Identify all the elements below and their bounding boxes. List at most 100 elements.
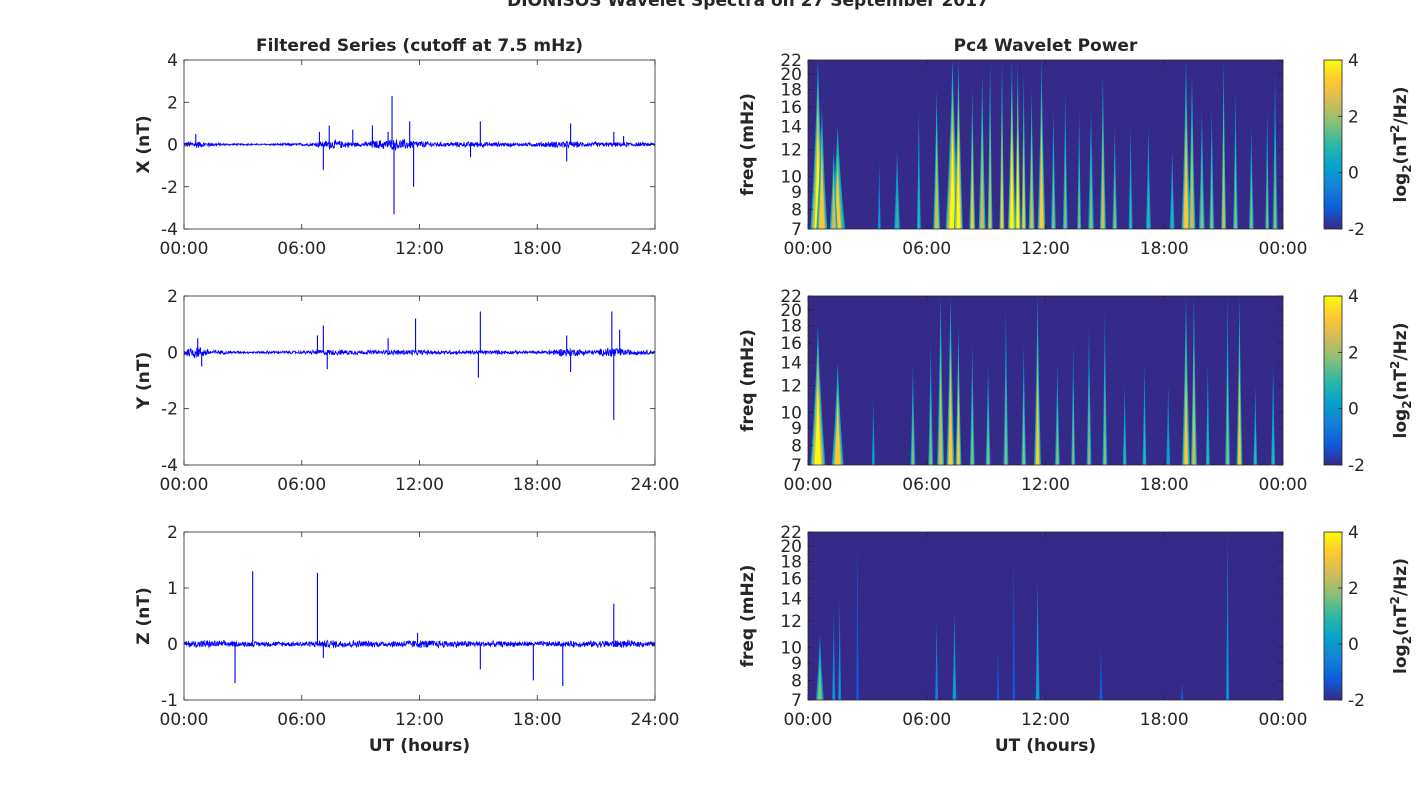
- power-streak: [1266, 157, 1268, 229]
- power-streak: [949, 129, 956, 229]
- x-axis-label: UT (hours): [369, 736, 470, 756]
- power-streak: [1129, 168, 1132, 229]
- power-streak: [1206, 404, 1209, 465]
- x-tick-label: 24:00: [631, 239, 680, 259]
- power-streak: [989, 129, 992, 229]
- x-tick-label: 12:00: [395, 710, 444, 730]
- x-tick-label: 00:00: [160, 710, 209, 730]
- power-streak: [935, 147, 939, 229]
- y-tick-label: 2: [167, 93, 178, 113]
- colorbar-tick-label: -2: [1348, 220, 1365, 240]
- power-streak: [1226, 365, 1229, 465]
- power-streak: [1184, 129, 1188, 229]
- power-streak: [878, 189, 880, 229]
- power-streak: [980, 138, 984, 229]
- heatmap-streaks: [810, 60, 1278, 229]
- y-tick-label: 12: [780, 376, 802, 396]
- y-tick-label: -1: [161, 691, 178, 711]
- y-tick-label: 8: [791, 436, 802, 456]
- power-streak: [1143, 404, 1146, 465]
- power-streak: [1022, 393, 1025, 465]
- y-tick-label: 7: [791, 456, 802, 476]
- colorbar-tick-label: 2: [1348, 343, 1359, 363]
- panel-title: Pc4 Wavelet Power: [954, 36, 1138, 56]
- x-tick-label: 06:00: [277, 710, 326, 730]
- y-tick-label: 22: [780, 287, 802, 307]
- y-tick-label: 8: [791, 671, 802, 691]
- x-tick-label: 18:00: [1140, 710, 1189, 730]
- power-streak: [997, 669, 999, 700]
- y-tick-label: 0: [167, 343, 178, 363]
- y-axis-label: freq (mHz): [738, 329, 758, 432]
- power-streak: [939, 365, 943, 465]
- power-streak: [918, 157, 920, 229]
- x-tick-label: 18:00: [513, 239, 562, 259]
- panel-title: Filtered Series (cutoff at 7.5 mHz): [256, 36, 583, 56]
- power-streak: [1200, 157, 1204, 229]
- y-tick-label: 12: [780, 612, 802, 632]
- power-streak: [1274, 138, 1277, 229]
- y-tick-label: 2: [167, 287, 178, 307]
- power-streak: [833, 646, 835, 700]
- x-tick-label: 00:00: [784, 239, 833, 259]
- y-tick-label: 7: [791, 691, 802, 711]
- power-streak: [1030, 147, 1033, 229]
- power-streak: [872, 425, 874, 465]
- power-streak: [1167, 418, 1170, 465]
- power-streak: [1036, 365, 1040, 465]
- power-streak: [1000, 129, 1003, 229]
- power-streak: [1039, 129, 1044, 229]
- power-streak: [1078, 157, 1080, 229]
- y-axis-label: Z (nT): [134, 587, 154, 644]
- y-tick-label: 10: [780, 639, 802, 659]
- power-streak: [1123, 418, 1126, 465]
- x-tick-label: 06:00: [902, 239, 951, 259]
- y-tick-label: -4: [161, 456, 178, 476]
- timeseries-panel-y: -4 -2 0 2 00:00 06:00 12:00 18:00 24:00 Y (nT): [134, 287, 680, 495]
- colorbar-label: log2(nT2/Hz): [1388, 323, 1414, 439]
- power-streak: [1147, 168, 1150, 229]
- y-tick-label: 4: [167, 51, 178, 71]
- power-streak: [1013, 609, 1015, 700]
- power-streak: [1184, 365, 1188, 465]
- power-streak: [819, 157, 825, 229]
- timeseries-panel-x: -4 -2 0 2 4 00:00 06:00 12:00 18:00 24:00 X (nT) Fi…: [134, 36, 680, 259]
- power-streak: [835, 404, 841, 465]
- heatmap-streaks: [815, 532, 1230, 700]
- power-streak: [1064, 147, 1067, 229]
- y-tick-label: 2: [167, 523, 178, 543]
- power-streak: [929, 393, 932, 465]
- colorbar-gradient: [1323, 531, 1343, 701]
- plot-background: [184, 296, 655, 465]
- x-tick-label: 12:00: [1021, 239, 1070, 259]
- y-tick-label: 1: [167, 579, 178, 599]
- x-tick-label: 18:00: [1140, 239, 1189, 259]
- y-tick-label: 12: [780, 140, 802, 160]
- x-tick-label: 06:00: [902, 475, 951, 495]
- y-tick-label: -4: [161, 220, 178, 240]
- power-streak: [971, 393, 974, 465]
- power-streak: [1254, 418, 1257, 465]
- colorbar-tick-label: 4: [1348, 523, 1359, 543]
- x-tick-label: 00:00: [160, 475, 209, 495]
- power-streak: [1088, 383, 1091, 465]
- y-tick-label: 9: [791, 654, 802, 674]
- y-tick-label: 16: [780, 570, 802, 590]
- y-tick-label: 18: [780, 552, 802, 572]
- x-tick-label: 00:00: [784, 475, 833, 495]
- power-streak: [1016, 129, 1020, 229]
- y-tick-label: 16: [780, 334, 802, 354]
- series-line: [183, 639, 656, 649]
- power-streak: [1272, 404, 1274, 465]
- colorbar: -2 0 2 4 log2(nT2/Hz): [1323, 287, 1414, 476]
- power-streak: [1056, 404, 1059, 465]
- x-axis-label: UT (hours): [995, 736, 1096, 756]
- y-tick-label: 10: [780, 167, 802, 187]
- y-tick-label: 20: [780, 65, 802, 85]
- x-tick-label: 18:00: [1140, 475, 1189, 495]
- figure-title: DIONISOS Wavelet Spectra on 27 September…: [507, 0, 989, 11]
- y-tick-label: 22: [780, 51, 802, 71]
- x-tick-label: 06:00: [277, 239, 326, 259]
